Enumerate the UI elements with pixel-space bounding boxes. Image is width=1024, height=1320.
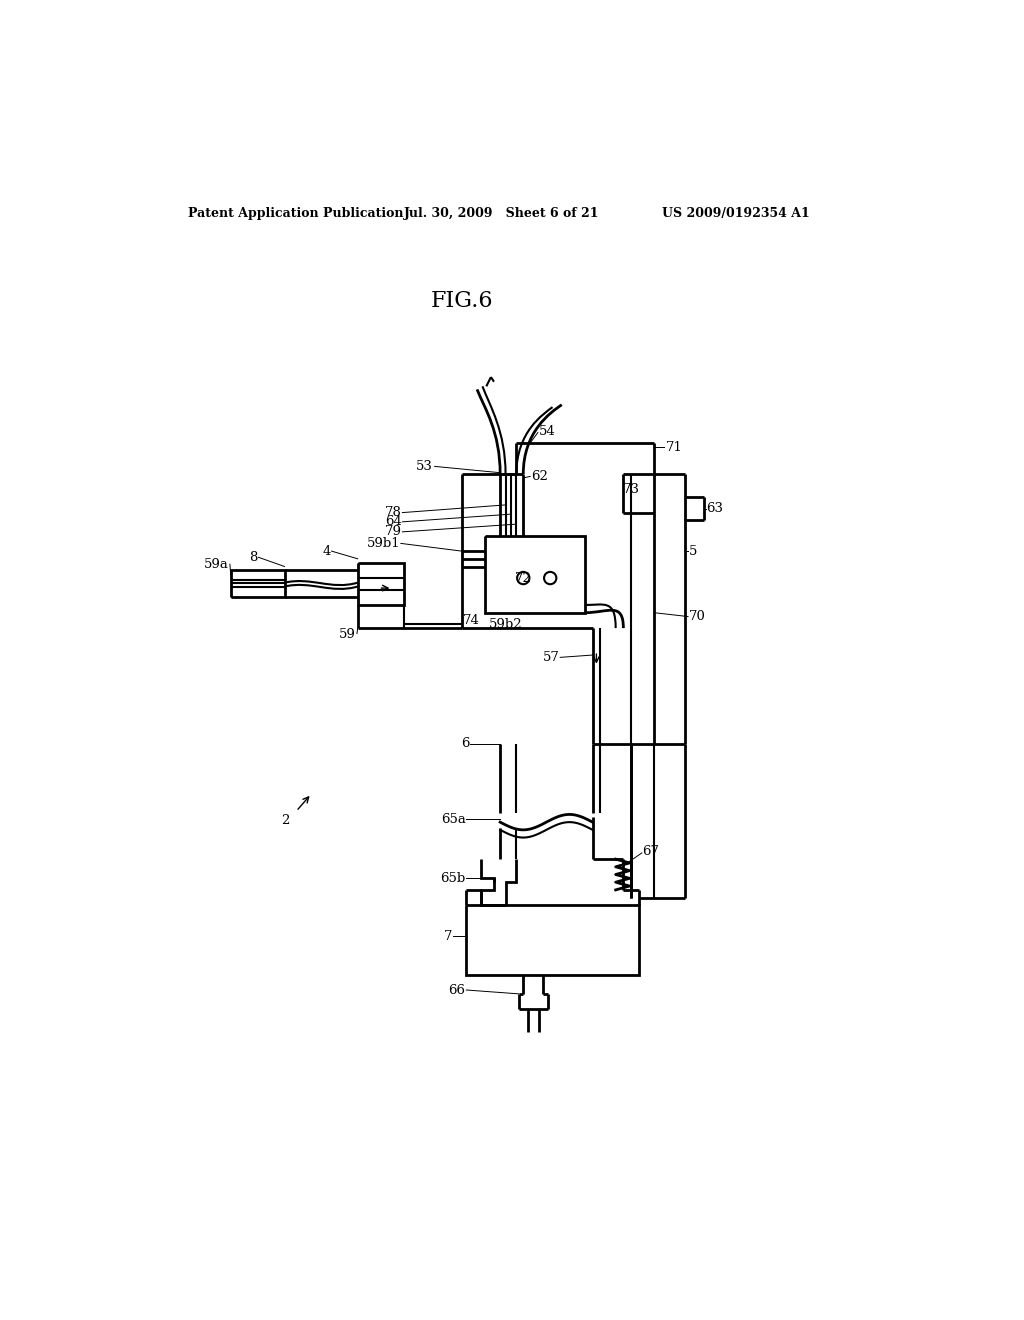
Text: 79: 79 xyxy=(385,525,401,539)
Text: 73: 73 xyxy=(623,483,640,496)
Text: 7: 7 xyxy=(444,929,453,942)
Text: 59b2: 59b2 xyxy=(488,618,522,631)
Text: 70: 70 xyxy=(689,610,706,623)
Text: 4: 4 xyxy=(323,545,331,557)
Text: 8: 8 xyxy=(249,550,258,564)
Text: FIG.6: FIG.6 xyxy=(430,290,493,312)
Text: Jul. 30, 2009   Sheet 6 of 21: Jul. 30, 2009 Sheet 6 of 21 xyxy=(403,207,599,220)
Text: 5: 5 xyxy=(689,545,697,557)
Text: 66: 66 xyxy=(449,983,466,997)
Text: 62: 62 xyxy=(531,470,548,483)
Text: 59a: 59a xyxy=(204,557,229,570)
Text: 64: 64 xyxy=(385,515,401,528)
Text: 74: 74 xyxy=(463,614,480,627)
Text: 67: 67 xyxy=(643,845,659,858)
Text: 54: 54 xyxy=(539,425,555,438)
Text: 59b1: 59b1 xyxy=(367,537,400,550)
Text: 2: 2 xyxy=(281,814,289,828)
Text: 59: 59 xyxy=(339,628,356,640)
Text: 65b: 65b xyxy=(440,871,466,884)
Text: Patent Application Publication: Patent Application Publication xyxy=(188,207,403,220)
Text: US 2009/0192354 A1: US 2009/0192354 A1 xyxy=(662,207,810,220)
Text: 71: 71 xyxy=(666,441,683,454)
Text: 63: 63 xyxy=(707,502,724,515)
Text: 78: 78 xyxy=(385,506,401,519)
Text: 57: 57 xyxy=(543,651,559,664)
Text: 53: 53 xyxy=(416,459,432,473)
Text: 6: 6 xyxy=(461,737,469,750)
Text: 72: 72 xyxy=(515,572,531,585)
Text: 65a: 65a xyxy=(440,813,466,825)
